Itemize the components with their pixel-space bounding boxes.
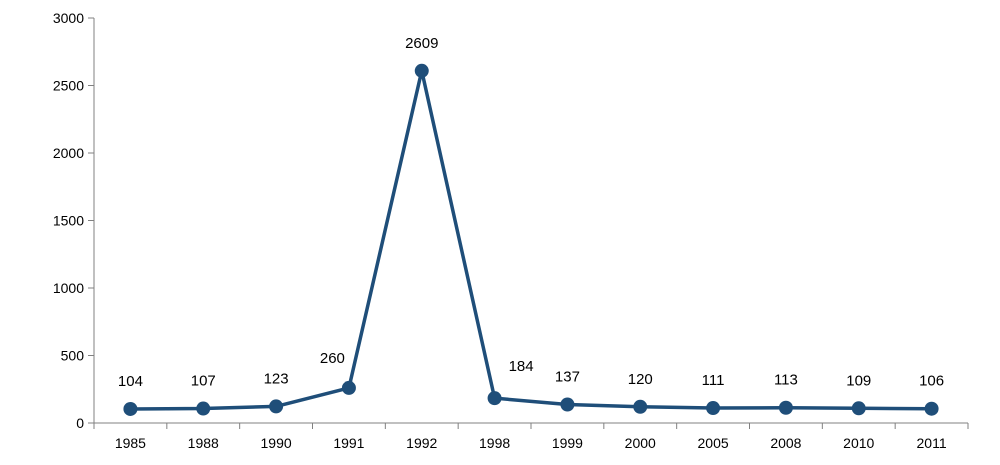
data-label: 109 bbox=[846, 372, 871, 389]
x-tick-label: 2010 bbox=[843, 435, 874, 451]
data-label: 113 bbox=[774, 372, 798, 389]
data-point bbox=[633, 399, 648, 414]
data-point bbox=[706, 401, 721, 416]
y-tick-label: 2000 bbox=[53, 145, 84, 161]
data-point bbox=[778, 400, 793, 415]
x-tick-label: 2011 bbox=[917, 435, 947, 451]
x-tick-label: 1985 bbox=[115, 435, 146, 451]
data-point bbox=[560, 397, 575, 412]
x-tick-label: 1990 bbox=[261, 435, 292, 451]
data-label: 137 bbox=[555, 369, 580, 386]
x-tick-label: 1992 bbox=[406, 435, 437, 451]
data-label: 106 bbox=[919, 373, 944, 390]
data-point bbox=[851, 401, 866, 416]
x-axis: 1985 1988 1990 1991 1992 1998 1999 2000 2005 2008… bbox=[93, 422, 969, 451]
x-tick-label: 1991 bbox=[333, 435, 364, 451]
data-point bbox=[414, 63, 429, 78]
data-point bbox=[269, 399, 284, 414]
y-tick-label: 0 bbox=[76, 415, 84, 431]
series-line bbox=[130, 69, 932, 411]
data-point bbox=[123, 401, 138, 416]
data-label: 2609 bbox=[405, 35, 438, 52]
data-label: 111 bbox=[702, 372, 725, 389]
data-labels-layer: 104 107 123 260 2609 184 137 120 111 113 109 106 bbox=[118, 35, 944, 390]
x-tick-label: 1998 bbox=[479, 435, 510, 451]
x-tick-label: 1988 bbox=[188, 435, 219, 451]
data-label: 107 bbox=[191, 373, 216, 390]
y-tick-label: 500 bbox=[61, 348, 85, 364]
x-tick-label: 2008 bbox=[770, 435, 801, 451]
data-point bbox=[924, 401, 939, 416]
y-axis: 0 500 1000 1500 2000 2500 3000 bbox=[53, 10, 95, 431]
data-label: 104 bbox=[118, 373, 143, 390]
y-tick-label: 2500 bbox=[53, 78, 84, 94]
data-point bbox=[341, 380, 356, 395]
x-tick-label: 2000 bbox=[625, 435, 656, 451]
x-tick-label: 2005 bbox=[698, 435, 729, 451]
y-tick-label: 1000 bbox=[53, 280, 84, 296]
data-label: 184 bbox=[509, 358, 534, 375]
data-point bbox=[196, 401, 211, 416]
data-label: 123 bbox=[264, 370, 289, 387]
data-label: 120 bbox=[628, 371, 653, 388]
data-point bbox=[487, 391, 502, 406]
y-tick-label: 3000 bbox=[53, 10, 84, 26]
data-label: 260 bbox=[320, 350, 345, 367]
y-tick-label: 1500 bbox=[53, 213, 84, 229]
x-tick-label: 1999 bbox=[552, 435, 583, 451]
series-layer bbox=[123, 63, 939, 416]
